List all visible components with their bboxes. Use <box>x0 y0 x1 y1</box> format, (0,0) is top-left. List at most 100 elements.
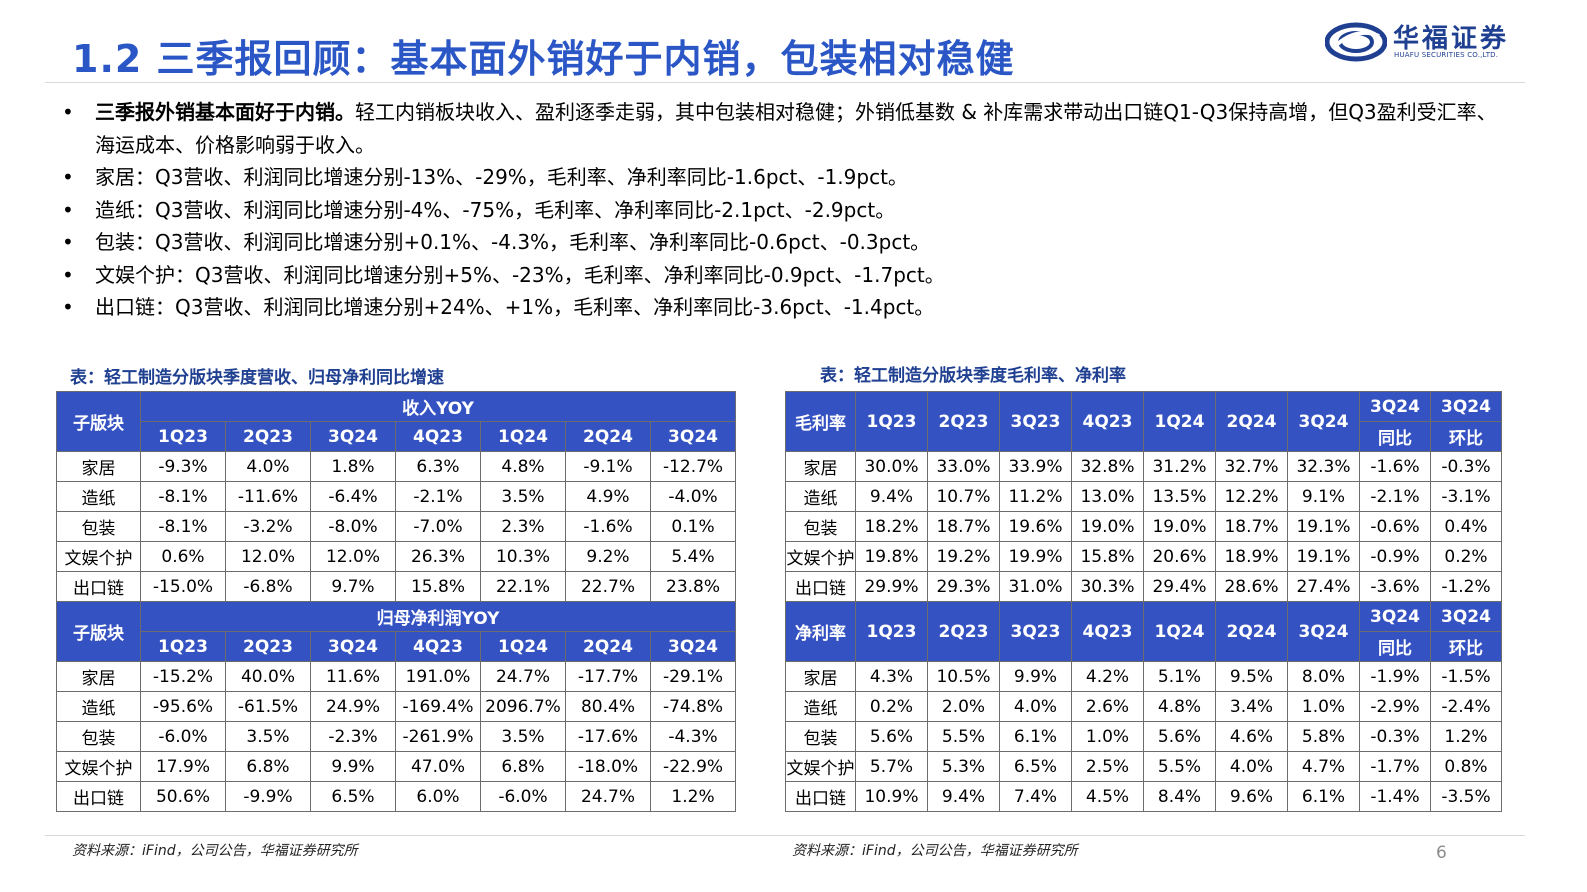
period-header-cell: 3Q24 <box>310 631 396 662</box>
value-cell: 6.1% <box>999 721 1072 752</box>
value-cell: -0.3% <box>1430 451 1502 482</box>
value-cell: 1.2% <box>649 781 737 812</box>
change-type-header-cell: 同比 <box>1359 631 1431 662</box>
value-cell: -11.6% <box>225 481 311 512</box>
period-header-cell: 4Q23 <box>1071 601 1144 662</box>
period-header-cell: 4Q23 <box>395 631 481 662</box>
value-cell: 9.4% <box>855 481 928 512</box>
change-period-header-cell: 3Q24 <box>1430 601 1502 632</box>
value-cell: -0.3% <box>1359 721 1431 752</box>
period-header-cell: 1Q23 <box>855 601 928 662</box>
value-cell: -15.2% <box>140 661 226 692</box>
value-cell: 31.2% <box>1143 451 1216 482</box>
value-cell: 191.0% <box>395 661 481 692</box>
bullet-text: 造纸：Q3营收、利润同比增速分别-4%、-75%，毛利率、净利率同比-2.1pc… <box>95 197 896 222</box>
value-cell: 0.2% <box>855 691 928 722</box>
value-cell: -61.5% <box>225 691 311 722</box>
value-cell: -6.8% <box>225 571 311 602</box>
value-cell: -17.6% <box>565 721 651 752</box>
value-cell: -2.4% <box>1430 691 1502 722</box>
company-logo: 华福证券 HUAFU SECURITIES CO.,LTD. <box>1325 18 1515 68</box>
value-cell: 7.4% <box>999 781 1072 812</box>
period-header-cell: 2Q23 <box>225 631 311 662</box>
value-cell: 9.9% <box>310 751 396 782</box>
row-label-cell: 家居 <box>785 661 856 692</box>
table-row: 文娱个护 0.6% 12.0% 12.0% 26.3% 10.3% 9.2% 5.4% <box>56 541 737 572</box>
value-cell: 22.7% <box>565 571 651 602</box>
bullet-item: • 造纸：Q3营收、利润同比增速分别-4%、-75%，毛利率、净利率同比-2.1p… <box>62 194 1502 227</box>
value-cell: 3.5% <box>225 721 311 752</box>
table-row: 出口链 10.9% 9.4% 7.4% 4.5% 8.4% 9.6% 6.1% -1.4% -3.… <box>785 781 1502 812</box>
value-cell: -18.0% <box>565 751 651 782</box>
bullet-text: 包装：Q3营收、利润同比增速分别+0.1%、-4.3%，毛利率、净利率同比-0.… <box>95 230 931 254</box>
value-cell: -8.0% <box>310 511 396 542</box>
value-cell: -2.1% <box>395 481 481 512</box>
value-cell: 4.2% <box>1071 661 1144 692</box>
period-header-cell: 2Q23 <box>927 391 1000 452</box>
value-cell: 5.7% <box>855 751 928 782</box>
change-type-header-cell: 环比 <box>1430 631 1502 662</box>
value-cell: 8.0% <box>1287 661 1360 692</box>
value-cell: 10.7% <box>927 481 1000 512</box>
value-cell: 33.0% <box>927 451 1000 482</box>
value-cell: 19.1% <box>1287 541 1360 572</box>
value-cell: 0.6% <box>140 541 226 572</box>
value-cell: -74.8% <box>649 691 737 722</box>
table-row: 文娱个护 17.9% 6.8% 9.9% 47.0% 6.8% -18.0% -22.9% <box>56 751 737 782</box>
value-cell: -1.6% <box>565 511 651 542</box>
value-cell: 6.5% <box>310 781 396 812</box>
value-cell: 28.6% <box>1215 571 1288 602</box>
row-label-cell: 造纸 <box>785 691 856 722</box>
value-cell: 19.6% <box>999 511 1072 542</box>
value-cell: 4.9% <box>565 481 651 512</box>
value-cell: -0.6% <box>1359 511 1431 542</box>
value-cell: -7.0% <box>395 511 481 542</box>
value-cell: 10.3% <box>480 541 566 572</box>
row-label-cell: 造纸 <box>785 481 856 512</box>
value-cell: 10.9% <box>855 781 928 812</box>
row-label-cell: 家居 <box>56 451 141 482</box>
bullet-dot-icon: • <box>62 295 74 319</box>
page-number: 6 <box>1436 843 1447 863</box>
value-cell: 8.4% <box>1143 781 1216 812</box>
period-header-cell: 2Q24 <box>1215 391 1288 452</box>
value-cell: -3.5% <box>1430 781 1502 812</box>
value-cell: -8.1% <box>140 511 226 542</box>
value-cell: 40.0% <box>225 661 311 692</box>
value-cell: -1.6% <box>1359 451 1431 482</box>
value-cell: -6.0% <box>140 721 226 752</box>
value-cell: 9.6% <box>1215 781 1288 812</box>
value-cell: 0.4% <box>1430 511 1502 542</box>
value-cell: 5.1% <box>1143 661 1216 692</box>
value-cell: 1.2% <box>1430 721 1502 752</box>
value-cell: -4.0% <box>649 481 737 512</box>
value-cell: 32.8% <box>1071 451 1144 482</box>
value-cell: 4.6% <box>1215 721 1288 752</box>
bullet-list: • 三季报外销基本面好于内销。轻工内销板块收入、盈利逐季走弱，其中包装相对稳健；外… <box>62 96 1502 324</box>
section-header-row: 毛利率 1Q23 2Q23 3Q23 4Q23 1Q24 2Q24 3Q24 3Q24 3Q24 <box>785 391 1502 452</box>
value-cell: 1.8% <box>310 451 396 482</box>
right-table-caption: 表：轻工制造分版块季度毛利率、净利率 <box>820 366 1126 386</box>
period-header-cell: 2Q24 <box>565 631 651 662</box>
value-cell: -0.9% <box>1359 541 1431 572</box>
value-cell: 24.7% <box>565 781 651 812</box>
value-cell: 4.8% <box>1143 691 1216 722</box>
value-cell: 29.9% <box>855 571 928 602</box>
value-cell: -3.2% <box>225 511 311 542</box>
period-header-cell: 2Q23 <box>225 421 311 452</box>
value-cell: 11.6% <box>310 661 396 692</box>
value-cell: 20.6% <box>1143 541 1216 572</box>
value-cell: 6.5% <box>999 751 1072 782</box>
value-cell: 80.4% <box>565 691 651 722</box>
value-cell: -3.1% <box>1430 481 1502 512</box>
value-cell: 4.0% <box>1215 751 1288 782</box>
period-header-cell: 3Q23 <box>999 391 1072 452</box>
value-cell: 15.8% <box>395 571 481 602</box>
change-period-header-cell: 3Q24 <box>1359 601 1431 632</box>
value-cell: 12.0% <box>310 541 396 572</box>
section-header-row: 子版块 归母净利润YOY <box>56 601 737 662</box>
value-cell: -1.4% <box>1359 781 1431 812</box>
row-label-cell: 文娱个护 <box>56 541 141 572</box>
period-header-cell: 3Q23 <box>999 601 1072 662</box>
bullet-item: • 三季报外销基本面好于内销。轻工内销板块收入、盈利逐季走弱，其中包装相对稳健；外… <box>62 96 1502 161</box>
